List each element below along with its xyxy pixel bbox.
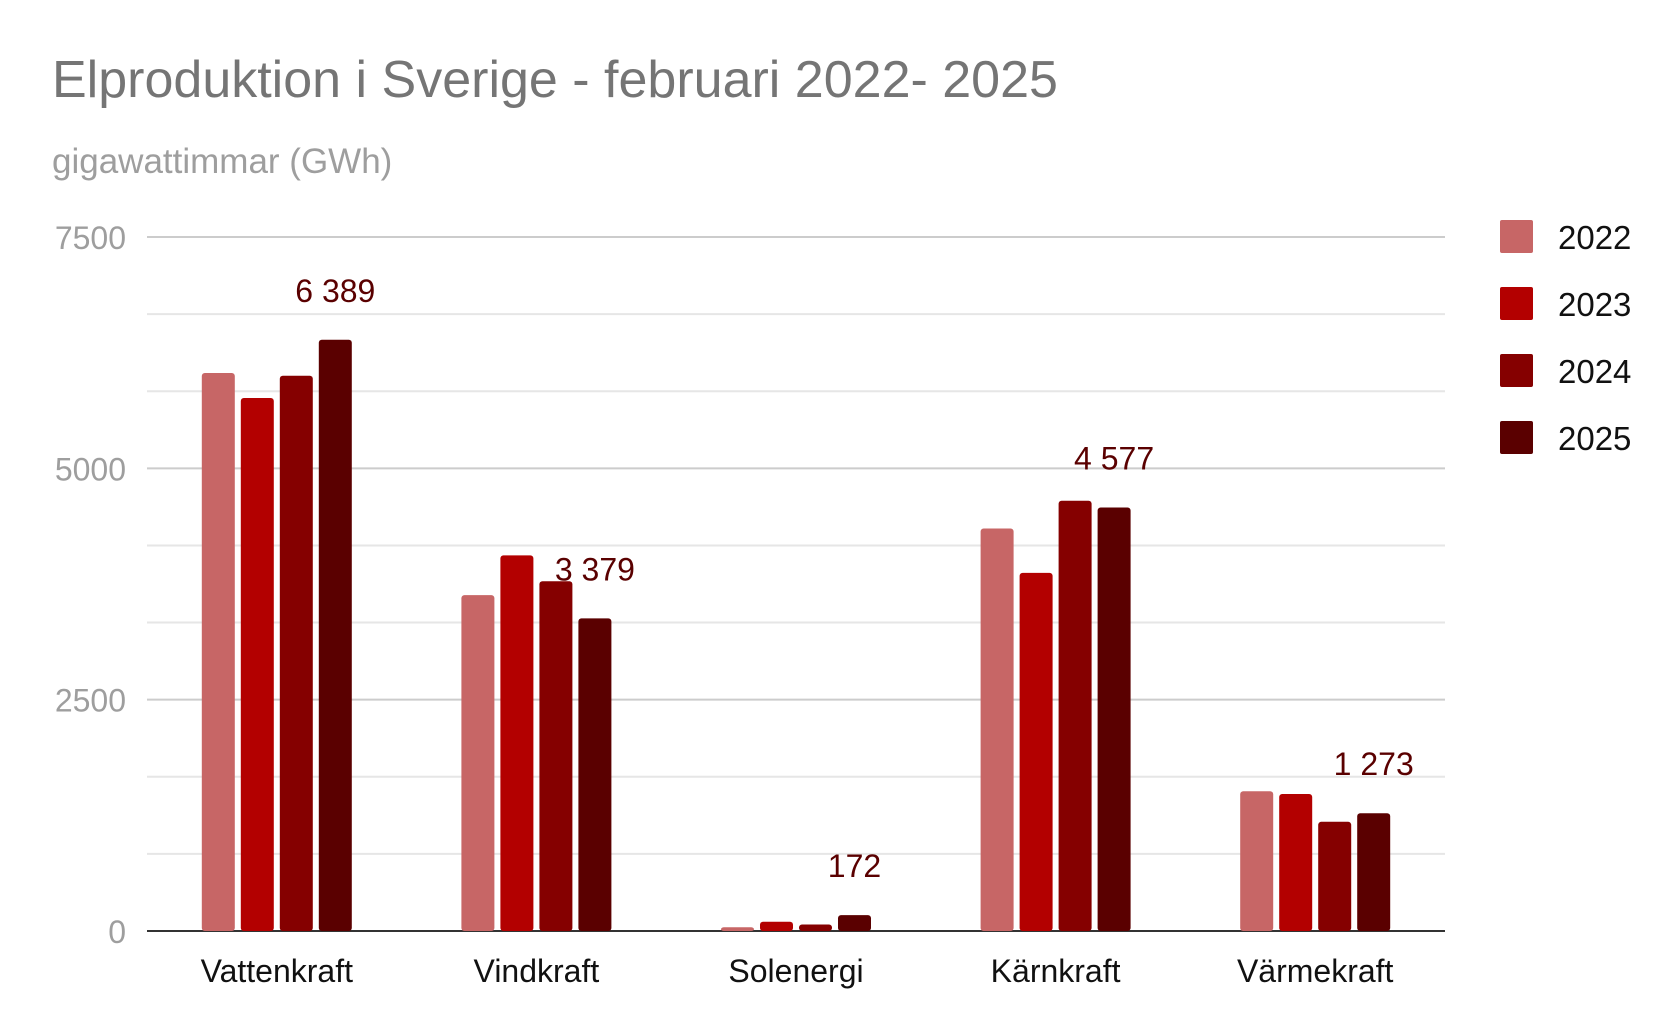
legend-label-2024: 2024 — [1558, 353, 1631, 390]
legend-swatch-2025 — [1500, 421, 1533, 454]
data-label: 1 273 — [1334, 746, 1414, 782]
bar-2022-Vattenkraft — [201, 373, 235, 931]
bar-2025-Värmekraft — [1357, 813, 1391, 931]
data-label: 6 389 — [295, 273, 375, 309]
x-tick-label: Värmekraft — [1237, 953, 1394, 989]
data-labels: 6 389 3 379 172 4 577 1 273 — [295, 273, 1413, 884]
y-tick-label: 2500 — [55, 683, 126, 719]
legend-swatch-2023 — [1500, 287, 1533, 320]
bar-2025-Vattenkraft — [318, 339, 352, 931]
legend-swatch-2022 — [1500, 220, 1533, 253]
chart-title: Elproduktion i Sverige - februari 2022- … — [52, 51, 1058, 109]
bar-2025-Solenergi — [838, 915, 871, 931]
legend-label-2025: 2025 — [1558, 420, 1631, 457]
y-tick-label: 0 — [108, 914, 126, 950]
y-axis-ticks: 0 2500 5000 7500 — [55, 220, 126, 950]
legend: 2022 2023 2024 2025 — [1500, 219, 1631, 457]
bar-2023-Värmekraft — [1279, 794, 1313, 931]
data-label: 4 577 — [1074, 440, 1154, 476]
x-tick-label: Vindkraft — [474, 953, 600, 989]
bar-2022-Vindkraft — [461, 595, 495, 931]
data-label: 3 379 — [555, 551, 635, 587]
bar-2023-Vattenkraft — [240, 398, 274, 931]
bar-2024-Värmekraft — [1318, 821, 1352, 931]
x-axis-ticks: Vattenkraft Vindkraft Solenergi Kärnkraft Vä… — [201, 953, 1394, 989]
x-tick-label: Kärnkraft — [991, 953, 1121, 989]
bar-2025-Vindkraft — [578, 618, 612, 931]
x-tick-label: Vattenkraft — [201, 953, 353, 989]
bar-2025-Kärnkraft — [1097, 507, 1131, 931]
gridlines — [147, 236, 1445, 932]
bar-2023-Vindkraft — [500, 555, 534, 931]
bar-2022-Kärnkraft — [980, 528, 1014, 931]
bar-2024-Vattenkraft — [279, 375, 313, 931]
y-tick-label: 7500 — [55, 220, 126, 256]
chart-subtitle: gigawattimmar (GWh) — [52, 142, 393, 181]
bar-2024-Solenergi — [799, 924, 832, 931]
bar-2024-Kärnkraft — [1058, 500, 1092, 931]
bar-2023-Solenergi — [760, 921, 793, 931]
y-tick-label: 5000 — [55, 451, 126, 487]
legend-label-2023: 2023 — [1558, 286, 1631, 323]
bar-2024-Vindkraft — [539, 581, 573, 931]
bar-2022-Solenergi — [721, 927, 754, 931]
legend-swatch-2024 — [1500, 354, 1533, 387]
bar-2023-Kärnkraft — [1019, 572, 1053, 931]
bars — [201, 339, 1391, 931]
x-tick-label: Solenergi — [728, 953, 863, 989]
data-label: 172 — [828, 848, 881, 884]
bar-2022-Värmekraft — [1240, 791, 1274, 931]
legend-label-2022: 2022 — [1558, 219, 1631, 256]
